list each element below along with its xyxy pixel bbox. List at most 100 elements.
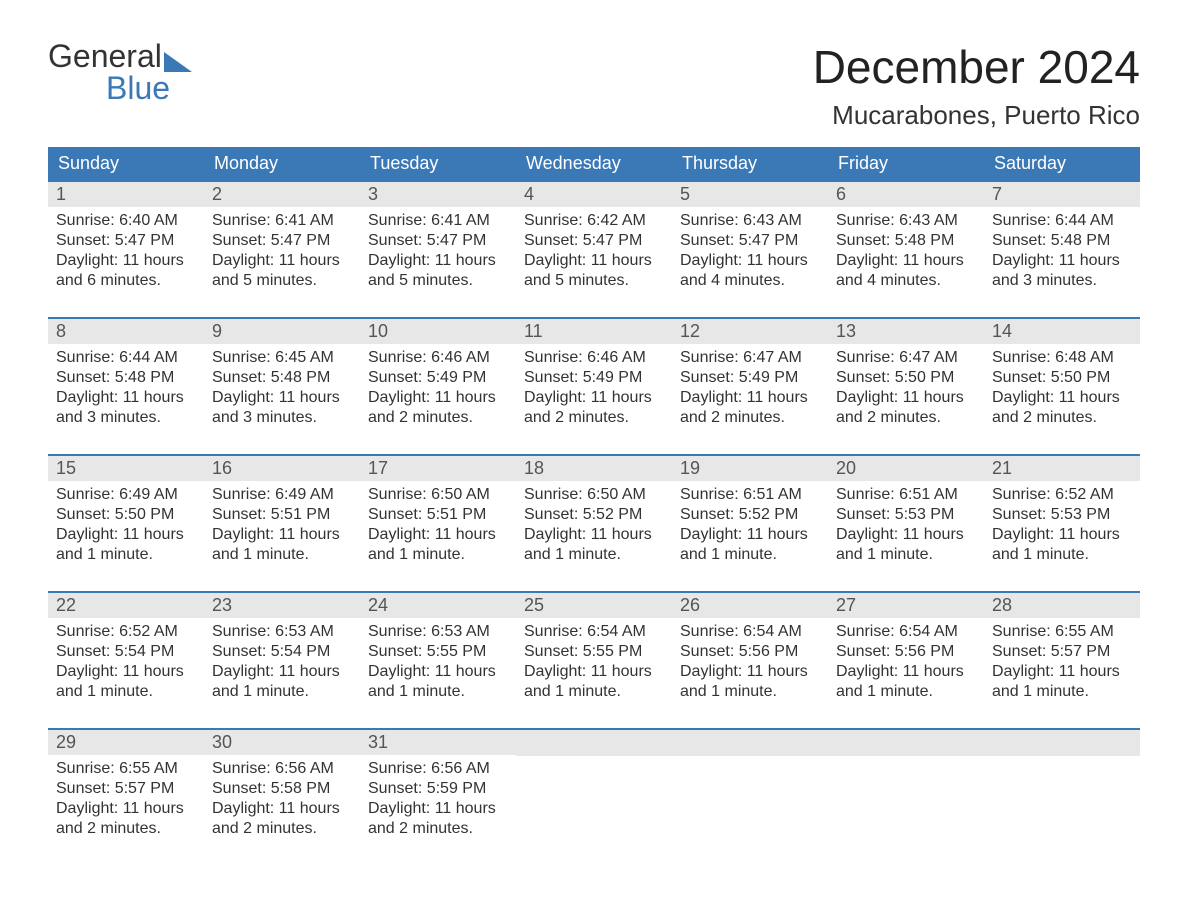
day-cell: 27 Sunrise: 6:54 AMSunset: 5:56 PMDayligh… — [828, 593, 984, 708]
day-number: 22 — [48, 593, 204, 618]
logo-word1: General — [48, 40, 162, 72]
sunset-line: Sunset: 5:57 PM — [56, 779, 196, 799]
daylight-line: Daylight: 11 hours and 1 minute. — [56, 525, 196, 565]
sunset-line: Sunset: 5:47 PM — [368, 231, 508, 251]
day-number: 16 — [204, 456, 360, 481]
sunset-line: Sunset: 5:52 PM — [524, 505, 664, 525]
day-cell: 24Sunrise: 6:53 AMSunset: 5:55 PMDayligh… — [360, 593, 516, 708]
day-number: 29 — [48, 730, 204, 755]
weekday-row: SundayMondayTuesdayWednesdayThursdayFrid… — [48, 147, 1140, 180]
daylight-line: Daylight: 11 hours and 1 minute. — [524, 525, 664, 565]
sunset-line: Sunset: 5:48 PM — [212, 368, 352, 388]
sunset-line: Sunset: 5:56 PM — [836, 642, 976, 662]
sunset-line: Sunset: 5:49 PM — [524, 368, 664, 388]
sunset-line: Sunset: 5:47 PM — [212, 231, 352, 251]
day-body: Sunrise: 6:47 AMSunset: 5:49 PMDaylight:… — [672, 344, 828, 434]
daylight-line: Daylight: 11 hours and 5 minutes. — [212, 251, 352, 291]
day-body: Sunrise: 6:41 AMSunset: 5:47 PMDaylight:… — [204, 207, 360, 297]
day-cell: 23Sunrise: 6:53 AMSunset: 5:54 PMDayligh… — [204, 593, 360, 708]
title-block: December 2024 Mucarabones, Puerto Rico — [813, 40, 1140, 131]
day-body: Sunrise: 6:51 AMSunset: 5:53 PMDaylight:… — [828, 481, 984, 571]
daylight-line: Daylight: 11 hours and 3 minutes. — [212, 388, 352, 428]
weeks-container: 1Sunrise: 6:40 AMSunset: 5:47 PMDaylight… — [48, 180, 1140, 845]
day-number: 9 — [204, 319, 360, 344]
daylight-line: Daylight: 11 hours and 1 minute. — [836, 662, 976, 702]
daylight-line: Daylight: 11 hours and 5 minutes. — [368, 251, 508, 291]
day-number: 7 — [984, 182, 1140, 207]
sunset-line: Sunset: 5:51 PM — [212, 505, 352, 525]
day-body: Sunrise: 6:49 AMSunset: 5:50 PMDaylight:… — [48, 481, 204, 571]
day-body: Sunrise: 6:51 AMSunset: 5:52 PMDaylight:… — [672, 481, 828, 571]
day-number: 6 — [828, 182, 984, 207]
day-body: Sunrise: 6:53 AMSunset: 5:54 PMDaylight:… — [204, 618, 360, 708]
day-number: 12 — [672, 319, 828, 344]
day-number: 24 — [360, 593, 516, 618]
day-cell: 13Sunrise: 6:47 AMSunset: 5:50 PMDayligh… — [828, 319, 984, 434]
daylight-line: Daylight: 11 hours and 1 minute. — [524, 662, 664, 702]
day-body: Sunrise: 6:56 AMSunset: 5:58 PMDaylight:… — [204, 755, 360, 845]
day-body: Sunrise: 6:52 AMSunset: 5:54 PMDaylight:… — [48, 618, 204, 708]
daylight-line: Daylight: 11 hours and 1 minute. — [680, 662, 820, 702]
sunrise-line: Sunrise: 6:50 AM — [524, 485, 664, 505]
logo-triangle-icon — [164, 52, 192, 72]
sunset-line: Sunset: 5:48 PM — [992, 231, 1132, 251]
day-body: Sunrise: 6:50 AMSunset: 5:52 PMDaylight:… — [516, 481, 672, 571]
sunset-line: Sunset: 5:54 PM — [56, 642, 196, 662]
day-number: 5 — [672, 182, 828, 207]
day-cell: 5Sunrise: 6:43 AMSunset: 5:47 PMDaylight… — [672, 182, 828, 297]
day-cell: 21Sunrise: 6:52 AMSunset: 5:53 PMDayligh… — [984, 456, 1140, 571]
weekday-monday: Monday — [204, 147, 360, 180]
day-number: 26 — [672, 593, 828, 618]
logo: General Blue — [48, 40, 192, 104]
day-cell: 8Sunrise: 6:44 AMSunset: 5:48 PMDaylight… — [48, 319, 204, 434]
sunrise-line: Sunrise: 6:46 AM — [524, 348, 664, 368]
sunset-line: Sunset: 5:52 PM — [680, 505, 820, 525]
day-cell: 29Sunrise: 6:55 AMSunset: 5:57 PMDayligh… — [48, 730, 204, 845]
daylight-line: Daylight: 11 hours and 2 minutes. — [680, 388, 820, 428]
day-number: 27 — [828, 593, 984, 618]
empty-day — [828, 730, 984, 756]
daylight-line: Daylight: 11 hours and 2 minutes. — [368, 388, 508, 428]
sunset-line: Sunset: 5:51 PM — [368, 505, 508, 525]
day-number: 28 — [984, 593, 1140, 618]
day-cell: 28Sunrise: 6:55 AMSunset: 5:57 PMDayligh… — [984, 593, 1140, 708]
day-cell: 18Sunrise: 6:50 AMSunset: 5:52 PMDayligh… — [516, 456, 672, 571]
sunset-line: Sunset: 5:54 PM — [212, 642, 352, 662]
day-body: Sunrise: 6:50 AMSunset: 5:51 PMDaylight:… — [360, 481, 516, 571]
week-row: 8Sunrise: 6:44 AMSunset: 5:48 PMDaylight… — [48, 317, 1140, 434]
day-body: Sunrise: 6:46 AMSunset: 5:49 PMDaylight:… — [516, 344, 672, 434]
daylight-line: Daylight: 11 hours and 2 minutes. — [56, 799, 196, 839]
day-cell: 2Sunrise: 6:41 AMSunset: 5:47 PMDaylight… — [204, 182, 360, 297]
day-body: Sunrise: 6:54 AMSunset: 5:55 PMDaylight:… — [516, 618, 672, 708]
day-cell: 22Sunrise: 6:52 AMSunset: 5:54 PMDayligh… — [48, 593, 204, 708]
day-cell: 15Sunrise: 6:49 AMSunset: 5:50 PMDayligh… — [48, 456, 204, 571]
day-number: 19 — [672, 456, 828, 481]
sunrise-line: Sunrise: 6:54 AM — [524, 622, 664, 642]
daylight-line: Daylight: 11 hours and 6 minutes. — [56, 251, 196, 291]
header: General Blue December 2024 Mucarabones, … — [48, 40, 1140, 131]
day-number: 23 — [204, 593, 360, 618]
sunrise-line: Sunrise: 6:44 AM — [992, 211, 1132, 231]
day-body: Sunrise: 6:48 AMSunset: 5:50 PMDaylight:… — [984, 344, 1140, 434]
sunrise-line: Sunrise: 6:54 AM — [836, 622, 976, 642]
sunrise-line: Sunrise: 6:55 AM — [992, 622, 1132, 642]
day-number: 13 — [828, 319, 984, 344]
day-cell: 9Sunrise: 6:45 AMSunset: 5:48 PMDaylight… — [204, 319, 360, 434]
day-cell: 20Sunrise: 6:51 AMSunset: 5:53 PMDayligh… — [828, 456, 984, 571]
day-body: Sunrise: 6:44 AMSunset: 5:48 PMDaylight:… — [48, 344, 204, 434]
day-body: Sunrise: 6:43 AMSunset: 5:47 PMDaylight:… — [672, 207, 828, 297]
day-body: Sunrise: 6:55 AMSunset: 5:57 PMDaylight:… — [984, 618, 1140, 708]
day-body: Sunrise: 6:46 AMSunset: 5:49 PMDaylight:… — [360, 344, 516, 434]
sunset-line: Sunset: 5:58 PM — [212, 779, 352, 799]
week-row: 29Sunrise: 6:55 AMSunset: 5:57 PMDayligh… — [48, 728, 1140, 845]
sunset-line: Sunset: 5:47 PM — [56, 231, 196, 251]
day-cell: 12Sunrise: 6:47 AMSunset: 5:49 PMDayligh… — [672, 319, 828, 434]
day-number: 1 — [48, 182, 204, 207]
day-cell: 7Sunrise: 6:44 AMSunset: 5:48 PMDaylight… — [984, 182, 1140, 297]
empty-day — [516, 730, 672, 756]
day-number: 11 — [516, 319, 672, 344]
empty-day — [984, 730, 1140, 756]
sunrise-line: Sunrise: 6:51 AM — [680, 485, 820, 505]
sunset-line: Sunset: 5:53 PM — [836, 505, 976, 525]
day-number: 21 — [984, 456, 1140, 481]
